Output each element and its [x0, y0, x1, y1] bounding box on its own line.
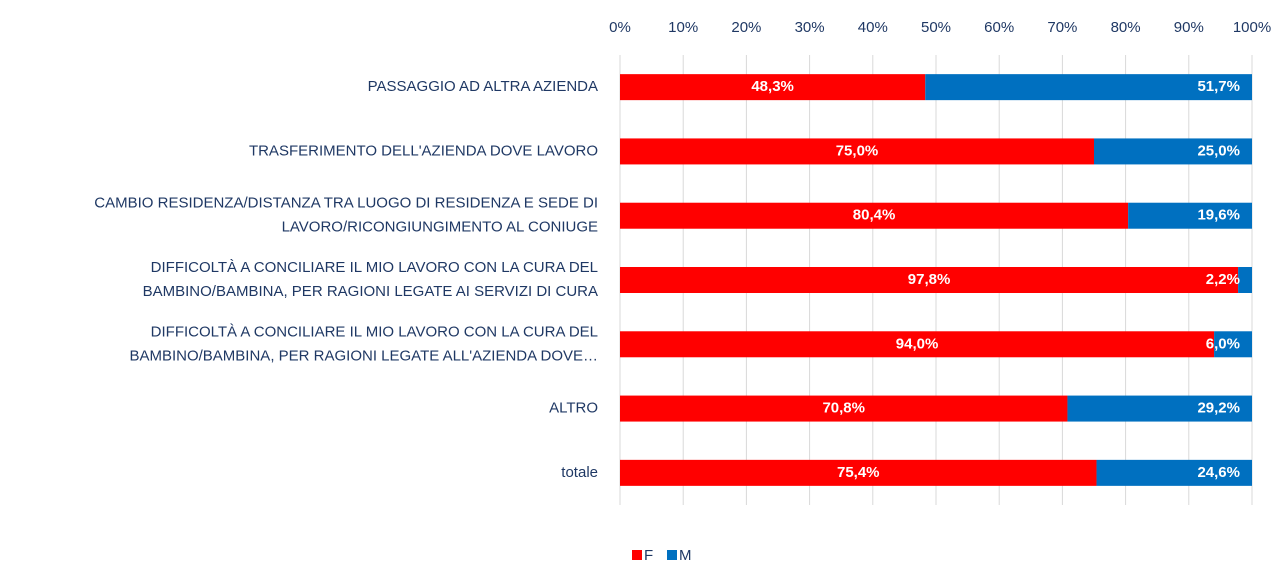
value-label: 70,8% [822, 400, 865, 417]
x-tick-label: 70% [1047, 19, 1077, 36]
x-tick-label: 40% [858, 19, 888, 36]
category-label: DIFFICOLTÀ A CONCILIARE IL MIO LAVORO CO… [129, 323, 598, 364]
bar-segment [1238, 267, 1252, 293]
value-label: 25,0% [1197, 142, 1240, 159]
value-label: 19,6% [1197, 207, 1240, 224]
bar-segment [620, 267, 1239, 293]
bar-segment [620, 74, 926, 101]
x-tick-label: 80% [1111, 19, 1141, 36]
x-tick-label: 10% [668, 19, 698, 36]
value-label: 75,4% [837, 464, 880, 481]
x-tick-label: 0% [609, 19, 631, 36]
value-label: 29,2% [1197, 400, 1240, 417]
category-label: DIFFICOLTÀ A CONCILIARE IL MIO LAVORO CO… [143, 259, 598, 300]
bar-segment [1094, 138, 1252, 165]
category-label: CAMBIO RESIDENZA/DISTANZA TRA LUOGO DI R… [94, 195, 598, 236]
x-tick-label: 60% [984, 19, 1014, 36]
value-label: 75,0% [836, 142, 879, 159]
bar-segment [620, 202, 1129, 229]
value-label: 94,0% [896, 335, 939, 352]
value-label: 51,7% [1197, 78, 1240, 95]
x-tick-label: 20% [731, 19, 761, 36]
x-tick-label: 90% [1174, 19, 1204, 36]
legend-swatch [632, 550, 642, 560]
bar-segment [1128, 202, 1252, 229]
bar-segment [1096, 459, 1252, 486]
category-label: ALTRO [549, 400, 598, 417]
bar-segment [620, 395, 1068, 422]
value-label: 2,2% [1206, 271, 1240, 288]
legend-label: F [644, 547, 653, 564]
x-tick-label: 100% [1233, 19, 1271, 36]
bar-segment [620, 331, 1215, 358]
x-tick-label: 30% [795, 19, 825, 36]
bar-segment [620, 138, 1094, 165]
bar-segment [620, 459, 1097, 486]
value-label: 97,8% [908, 271, 951, 288]
bar-segment [925, 74, 1252, 101]
category-label: totale [561, 464, 598, 481]
bar-segment [1067, 395, 1252, 422]
category-label: TRASFERIMENTO DELL'AZIENDA DOVE LAVORO [249, 142, 598, 159]
value-label: 24,6% [1197, 464, 1240, 481]
bar-segment [1214, 331, 1252, 358]
value-label: 80,4% [853, 207, 896, 224]
value-label: 48,3% [751, 78, 794, 95]
category-label: PASSAGGIO AD ALTRA AZIENDA [368, 78, 598, 95]
legend-label: M [679, 547, 692, 564]
value-label: 6,0% [1206, 335, 1240, 352]
legend-swatch [667, 550, 677, 560]
x-tick-label: 50% [921, 19, 951, 36]
